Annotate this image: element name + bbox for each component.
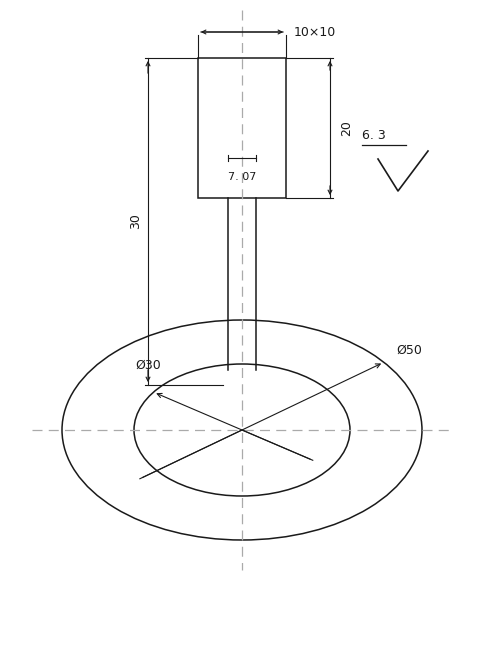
Bar [197,58,286,198]
Text: 10×10: 10×10 [293,25,335,38]
Text: 30: 30 [129,214,142,230]
Text: Ø50: Ø50 [395,344,421,357]
Text: 20: 20 [339,120,352,136]
Text: Ø30: Ø30 [136,359,161,372]
Text: 6. 3: 6. 3 [361,129,385,142]
Text: 7. 07: 7. 07 [227,172,256,182]
